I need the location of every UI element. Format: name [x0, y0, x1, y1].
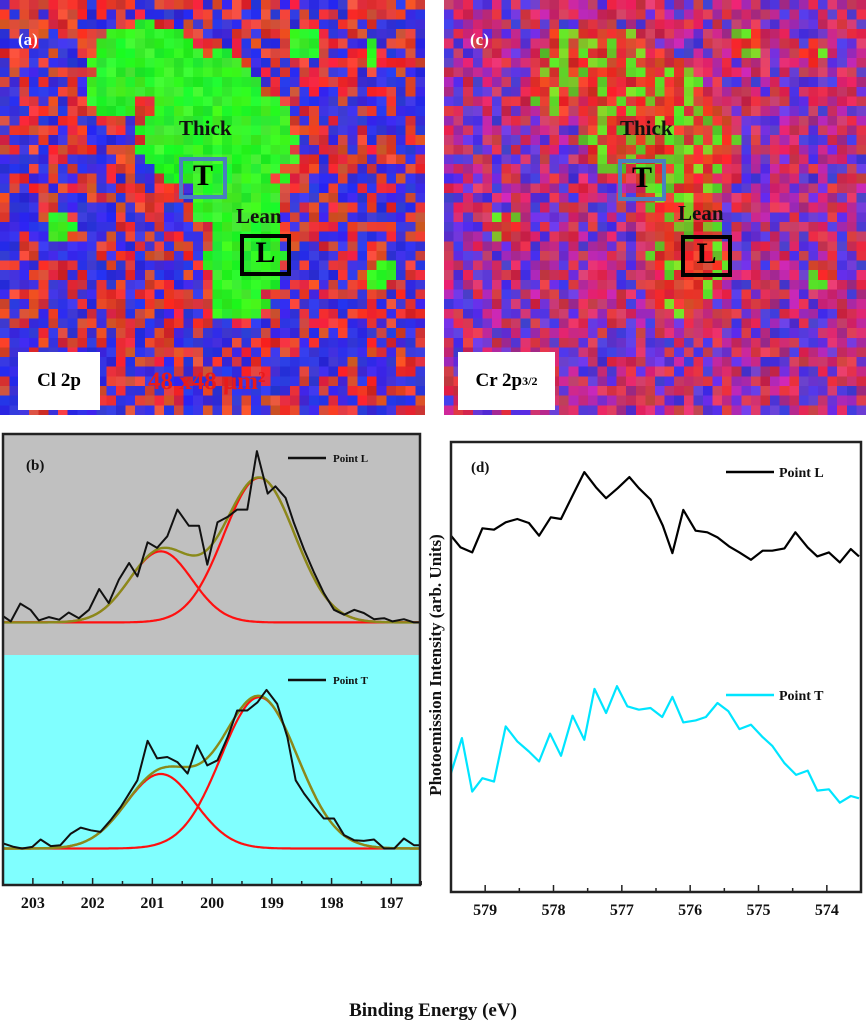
x-tick-label: 201 [140, 895, 164, 912]
x-tick-label: 198 [320, 895, 344, 912]
lean-label: Lean [236, 204, 282, 228]
element-label-main: Cr 2p [475, 370, 523, 391]
x-tick-label: 575 [747, 902, 771, 919]
legend-label: Point L [333, 453, 368, 465]
l-letter: L [255, 236, 276, 269]
cl-2p-intensity-map [0, 0, 425, 415]
x-tick-label: 197 [379, 895, 403, 912]
l-letter: L [696, 237, 717, 270]
panel-tag-d: (d) [471, 460, 489, 476]
lean-label: Lean [678, 201, 724, 225]
thick-label: Thick [620, 116, 673, 140]
lean-region-box: L [240, 234, 291, 276]
x-axis-label: Binding Energy (eV) [349, 1000, 517, 1021]
x-tick-label: 579 [473, 902, 497, 919]
data-line-point-t [449, 685, 860, 804]
t-letter: T [192, 159, 213, 192]
thick-region-box: T [179, 157, 227, 199]
element-label-sub: 3/2 [522, 373, 538, 388]
thick-label: Thick [179, 116, 232, 140]
subplot-background-point-t [3, 655, 420, 885]
element-label-cl: Cl 2p [18, 352, 100, 410]
thick-region-box: T [618, 159, 666, 201]
x-tick-label: 576 [678, 902, 702, 919]
x-tick-label: 203 [21, 895, 45, 912]
data-line-point-l [450, 471, 860, 564]
legend-label: Point T [333, 675, 369, 687]
x-tick-label: 578 [542, 902, 566, 919]
panel-tag-c: (c) [470, 30, 489, 49]
legend-label: Point T [779, 689, 824, 704]
scale-label: 48 x48 μm² [148, 368, 266, 395]
data-line-point-l [3, 450, 421, 624]
data-line-point-t [3, 688, 421, 850]
cr-2p-intensity-map [444, 0, 866, 415]
legend-label: Point L [779, 466, 824, 481]
x-tick-label: 199 [260, 895, 284, 912]
x-tick-label: 574 [815, 902, 839, 919]
y-axis-label: Photoemission Intensity (arb. Units) [426, 534, 445, 796]
panel-tag-a: (a) [18, 30, 38, 49]
x-tick-label: 200 [200, 895, 224, 912]
x-tick-label: 202 [81, 895, 105, 912]
t-letter: T [631, 161, 652, 194]
lean-region-box: L [681, 235, 732, 277]
element-label-cr: Cr 2p 3/2 [458, 352, 555, 410]
fit-envelope [2, 694, 419, 850]
x-tick-label: 577 [610, 902, 634, 919]
panel-tag-b: (b) [26, 458, 44, 474]
